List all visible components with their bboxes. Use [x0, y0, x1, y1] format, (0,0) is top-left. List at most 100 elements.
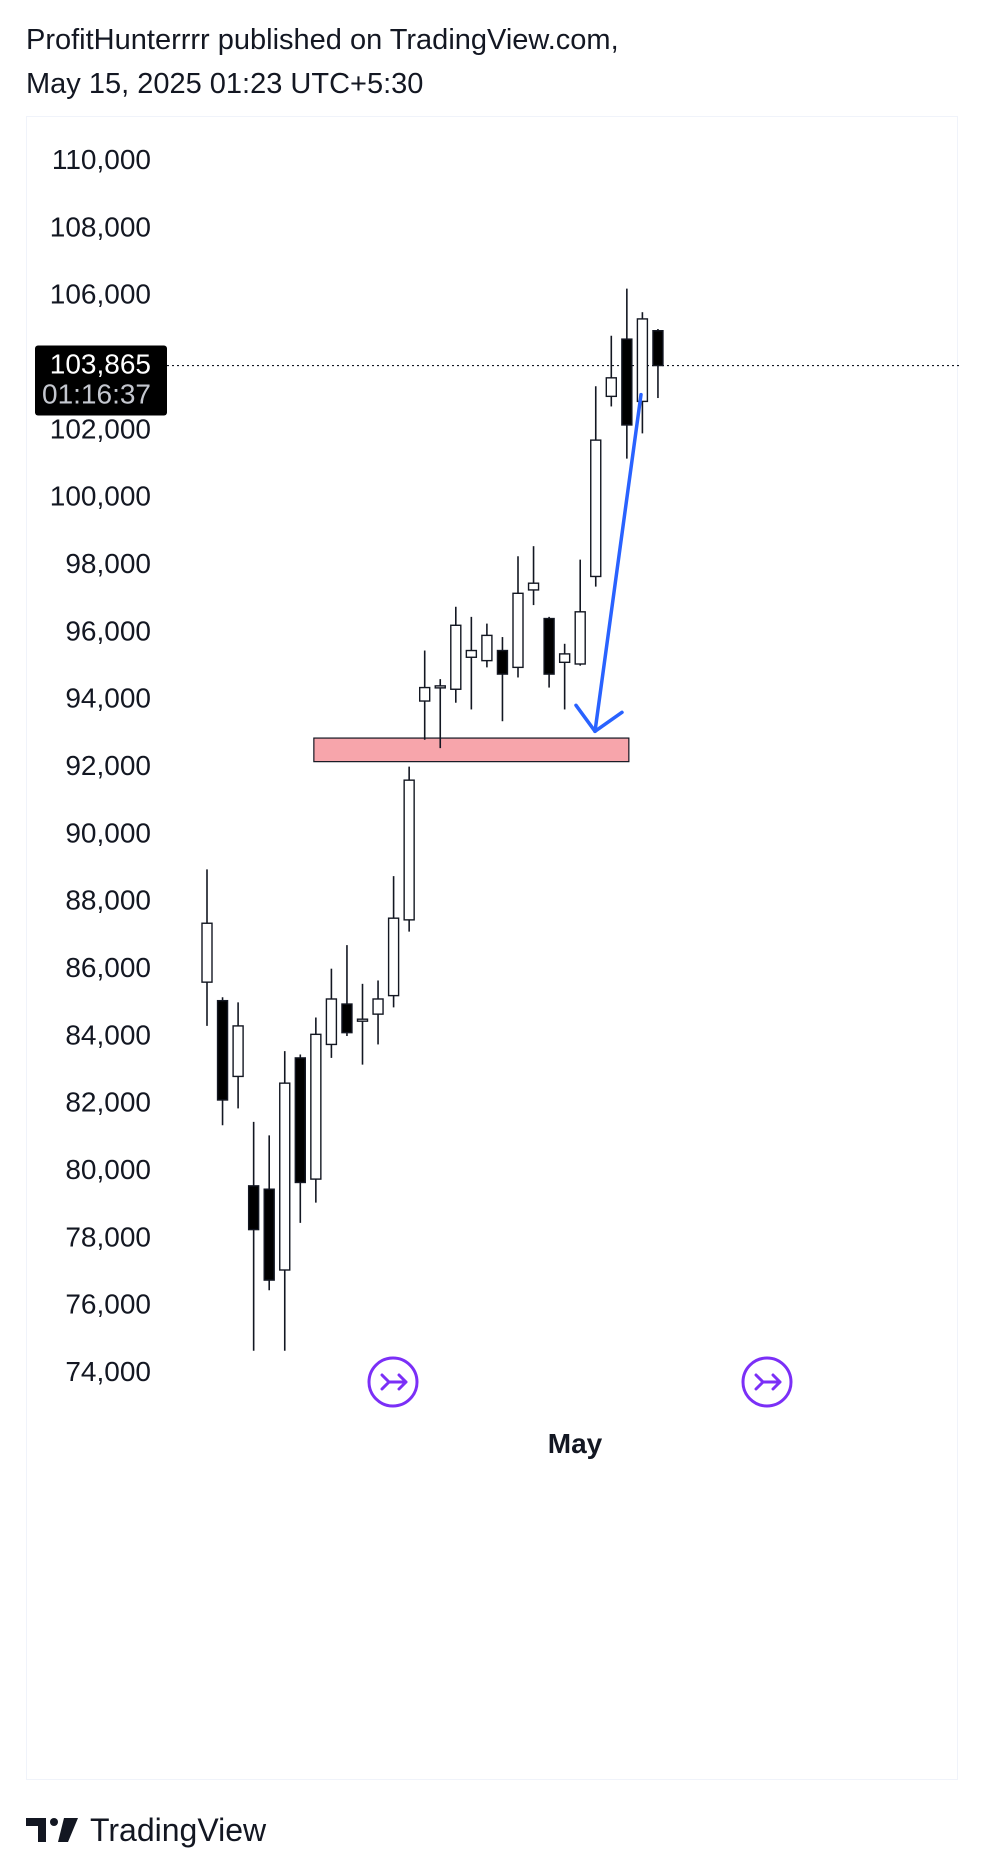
candle-body-up — [387, 917, 400, 997]
y-axis-tick-label: 96,000 — [65, 615, 151, 646]
chart-frame[interactable]: 110,000 108,000 106,000 102,000 100,000 98,00… — [26, 116, 959, 1781]
y-axis-tick-label: 102,000 — [50, 413, 151, 444]
candle[interactable] — [527, 546, 540, 606]
y-axis-tick-label: 84,000 — [65, 1019, 151, 1050]
candle[interactable] — [558, 643, 571, 710]
publish-date: May 15, 2025 01:23 UTC+5:30 — [26, 68, 424, 100]
price-label-countdown: 01:16:37 — [42, 379, 151, 410]
brand-name: TradingView — [90, 1811, 267, 1848]
candle-body-up — [201, 922, 213, 983]
candle[interactable] — [465, 616, 478, 710]
candle[interactable] — [216, 997, 229, 1126]
candle-body-up — [403, 779, 415, 921]
arrow-right-circle-icon[interactable] — [741, 1356, 793, 1408]
candle-body-down — [652, 329, 664, 367]
publisher-line: ProfitHunterrrr published on TradingView… — [26, 24, 619, 56]
candle-body-up — [325, 998, 338, 1046]
y-axis-tick-label: 92,000 — [65, 750, 151, 781]
y-axis-tick-label: 100,000 — [50, 481, 151, 512]
candle-body-up — [605, 377, 617, 398]
y-axis-tick-label: 76,000 — [65, 1289, 151, 1320]
candle[interactable] — [403, 766, 415, 932]
candle[interactable] — [325, 968, 338, 1058]
candle-body-down — [496, 649, 509, 675]
y-axis-tick-label: 90,000 — [65, 817, 151, 848]
candle-body-up — [465, 649, 478, 658]
candle-body-up — [356, 1018, 369, 1022]
candle[interactable] — [434, 679, 446, 749]
arrow-right-circle-icon[interactable] — [367, 1356, 419, 1408]
candle[interactable] — [481, 623, 493, 668]
y-axis-tick-label: 82,000 — [65, 1087, 151, 1118]
y-axis-tick-label: 98,000 — [65, 548, 151, 579]
candle-body-down — [294, 1057, 306, 1184]
price-label-value: 103,865 — [50, 349, 151, 380]
price-label-box — [35, 345, 167, 416]
candle[interactable] — [294, 1054, 306, 1223]
arrow-shaft[interactable] — [593, 392, 643, 734]
y-axis-tick-label: 88,000 — [65, 885, 151, 916]
y-axis-tick-label: 110,000 — [52, 144, 151, 175]
candle[interactable] — [356, 983, 369, 1065]
candle-body-up — [450, 624, 462, 690]
candle-body-down — [341, 1003, 353, 1034]
price-label-group: 103,865 01:16:37 — [35, 345, 167, 416]
candle[interactable] — [621, 288, 633, 459]
candle[interactable] — [387, 876, 400, 1008]
candle-body-up — [310, 1033, 322, 1180]
candle[interactable] — [232, 1002, 244, 1109]
tradingview-logo-icon — [26, 1818, 78, 1842]
candle[interactable] — [590, 386, 602, 587]
scroll-to-realtime-button-right[interactable] — [741, 1356, 793, 1408]
candle-body-up — [232, 1025, 244, 1078]
y-axis-tick-label: 86,000 — [65, 952, 151, 983]
x-axis-tick-label: May — [548, 1428, 603, 1459]
candle[interactable] — [574, 559, 586, 666]
candlestick-chart[interactable]: 110,000 108,000 106,000 102,000 100,000 98,00… — [27, 117, 959, 1781]
candle[interactable] — [279, 1051, 291, 1351]
y-axis-tick-label: 80,000 — [65, 1154, 151, 1185]
y-axis-tick-label: 94,000 — [65, 683, 151, 714]
candle-body-up — [279, 1082, 291, 1271]
footer: TradingView — [26, 1810, 266, 1850]
y-axis-tick-label: 74,000 — [65, 1356, 151, 1387]
candle-body-up — [434, 685, 446, 689]
candle-body-down — [216, 999, 229, 1101]
candle[interactable] — [263, 1135, 275, 1291]
candle[interactable] — [636, 312, 649, 434]
candle[interactable] — [512, 556, 524, 678]
y-axis-tick-label: 106,000 — [50, 279, 151, 310]
candle-body-down — [543, 617, 555, 675]
candle[interactable] — [543, 616, 555, 688]
candle-body-up — [527, 582, 540, 591]
candle[interactable] — [247, 1121, 260, 1351]
candle-body-up — [481, 634, 493, 662]
candle-body-up — [512, 592, 524, 669]
y-axis: 110,000 108,000 106,000 102,000 100,000 98,00… — [50, 144, 151, 1387]
candle-body-up — [372, 998, 384, 1015]
candle[interactable] — [341, 945, 353, 1037]
candle[interactable] — [652, 329, 664, 399]
candle-body-down — [247, 1185, 260, 1231]
candle-body-up — [419, 686, 431, 702]
candle-body-up — [558, 653, 571, 664]
candle-body-up — [574, 611, 586, 665]
candle[interactable] — [496, 637, 509, 722]
candle-body-down — [263, 1188, 275, 1281]
y-axis-tick-label: 108,000 — [50, 211, 151, 242]
candle-body-up — [636, 318, 649, 403]
candle[interactable] — [201, 869, 213, 1026]
y-axis-tick-label: 78,000 — [65, 1221, 151, 1252]
arrow-right-icon — [380, 1373, 408, 1391]
candle[interactable] — [450, 606, 462, 703]
arrow-head — [574, 703, 624, 734]
candles-group — [201, 288, 664, 1351]
candle[interactable] — [372, 980, 384, 1045]
scroll-to-realtime-button-left[interactable] — [367, 1356, 419, 1408]
candle[interactable] — [605, 335, 617, 407]
support-zone[interactable] — [313, 737, 630, 763]
candle[interactable] — [419, 650, 431, 740]
candle[interactable] — [310, 1017, 322, 1203]
candle-body-down — [621, 338, 633, 426]
support-zone-group — [313, 737, 630, 763]
